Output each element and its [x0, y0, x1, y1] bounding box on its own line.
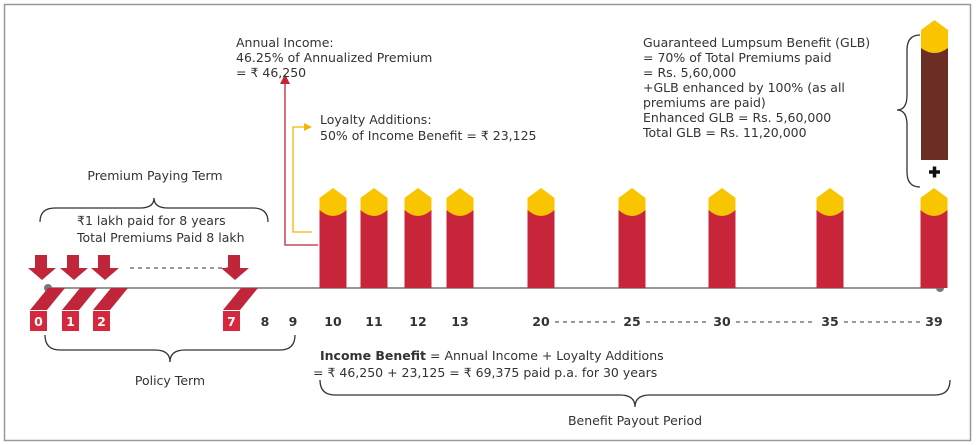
income-benefit-text: = ₹ 46,250 + 23,125 = ₹ 69,375 paid p.a.…: [313, 365, 657, 380]
annual-income-text: = ₹ 46,250: [236, 65, 306, 80]
payout-pillar: [920, 205, 948, 288]
year-ribbon: [93, 288, 128, 310]
payout-pillar: [708, 205, 736, 288]
glb-text: Enhanced GLB = Rs. 5,60,000: [643, 110, 831, 125]
pillar-cap: [920, 188, 948, 216]
pillar-cap: [446, 188, 474, 216]
year-label: 20: [532, 314, 550, 329]
frame: [3, 3, 972, 442]
year-ribbon: [223, 288, 258, 310]
year-ribbon: [30, 288, 65, 310]
pillar-cap: [319, 188, 347, 216]
year-label: 35: [821, 314, 838, 329]
year-label: 1: [66, 314, 75, 329]
pillar-cap: [708, 188, 736, 216]
annual-income-arrow: [284, 78, 318, 246]
income-benefit-formula: = Annual Income + Loyalty Additions: [430, 348, 664, 363]
payment-arrow: [221, 255, 249, 280]
glb-text: Guaranteed Lumpsum Benefit (GLB): [643, 35, 870, 50]
premium-term-title: Premium Paying Term: [87, 168, 222, 183]
payout-pillar: [446, 205, 474, 288]
payout-pillar: [527, 205, 555, 288]
year-label: 7: [227, 314, 236, 329]
year-label: 8: [261, 314, 270, 329]
payout-brace: [319, 379, 951, 408]
pillar-cap: [404, 188, 432, 216]
year-label: 13: [451, 314, 468, 329]
glb-text: = 70% of Total Premiums paid: [643, 50, 832, 65]
arrow-head: [280, 74, 290, 84]
glb-brace: [896, 34, 921, 188]
glb-pillar: [921, 48, 948, 160]
year-label: 12: [409, 314, 426, 329]
year-label: 0: [34, 314, 43, 329]
annual-income-text: Annual Income:: [236, 35, 334, 50]
glb-text: Total GLB = Rs. 11,20,000: [642, 125, 807, 140]
payout-pillar: [618, 205, 646, 288]
income-benefit-label: Income Benefit: [320, 348, 426, 363]
payment-arrow: [60, 255, 88, 280]
payout-pillar: [319, 205, 347, 288]
payout-pillar: [404, 205, 432, 288]
glb-text: +GLB enhanced by 100% (as all: [643, 80, 845, 95]
year-label: 2: [97, 314, 106, 329]
pillar-cap: [618, 188, 646, 216]
year-label: 11: [365, 314, 382, 329]
glb-text: premiums are paid): [643, 95, 766, 110]
payout-pillar: [360, 205, 388, 288]
income-benefit-text: Income Benefit = Annual Income + Loyalty…: [320, 348, 664, 363]
benefit-payout-period: Benefit Payout Period: [568, 413, 702, 428]
policy-brace: [44, 334, 296, 363]
year-label: 25: [623, 314, 640, 329]
annual-income-text: 46.25% of Annualized Premium: [236, 50, 432, 65]
year-ribbon: [62, 288, 97, 310]
year-label: 9: [289, 314, 298, 329]
year-box: [93, 311, 110, 331]
payout-pillar: [816, 205, 844, 288]
glb-cap: [921, 20, 948, 53]
year-box: [223, 311, 240, 331]
arrow-head: [304, 123, 312, 131]
premium-term-text: Total Premiums Paid 8 lakh: [76, 230, 245, 245]
year-label: 10: [324, 314, 342, 329]
pillar-cap: [527, 188, 555, 216]
glb-text: = Rs. 5,60,000: [643, 65, 736, 80]
policy-term: Policy Term: [135, 373, 205, 388]
premium-term-text: ₹1 lakh paid for 8 years: [77, 213, 226, 228]
premium-brace: [39, 197, 269, 223]
loyalty-text: Loyalty Additions:: [320, 112, 432, 127]
loyalty-arrow: [292, 126, 312, 233]
year-box: [30, 311, 47, 331]
pillar-cap: [816, 188, 844, 216]
plus-sign: [929, 166, 940, 178]
pillar-cap: [360, 188, 388, 216]
payment-arrow: [28, 255, 56, 280]
year-label: 39: [925, 314, 942, 329]
payment-arrow: [91, 255, 119, 280]
year-box: [62, 311, 79, 331]
year-label: 30: [713, 314, 731, 329]
loyalty-text: 50% of Income Benefit = ₹ 23,125: [320, 128, 537, 143]
